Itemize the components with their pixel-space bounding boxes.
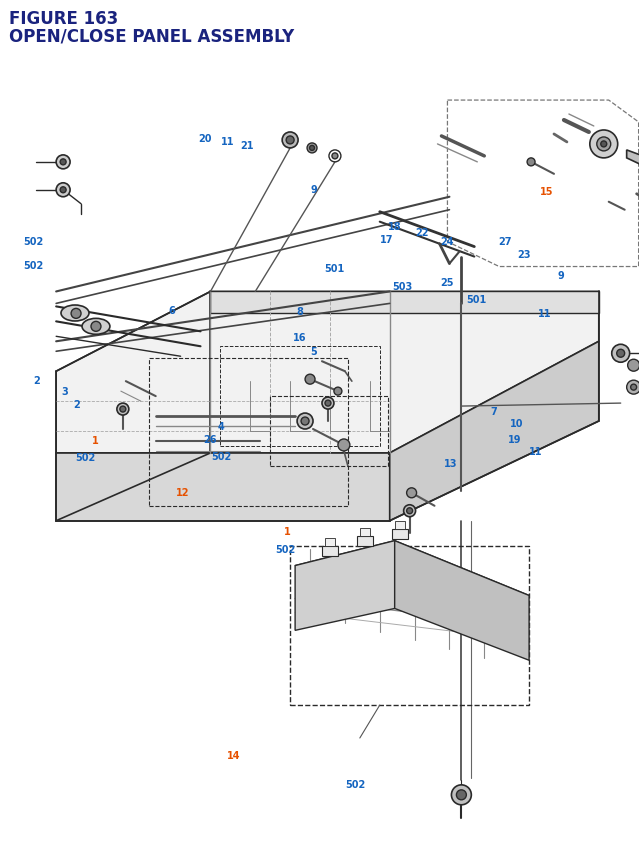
Text: 15: 15 [540, 187, 553, 197]
Text: 1: 1 [284, 527, 290, 536]
Bar [392, 529, 408, 539]
Text: 26: 26 [204, 434, 217, 444]
Circle shape [338, 439, 350, 451]
Bar [325, 538, 335, 546]
Ellipse shape [61, 306, 89, 322]
Circle shape [612, 345, 630, 362]
Circle shape [282, 133, 298, 149]
Polygon shape [390, 342, 599, 521]
Bar [395, 521, 404, 529]
Circle shape [627, 381, 640, 394]
Polygon shape [395, 541, 529, 660]
Circle shape [596, 138, 611, 152]
Polygon shape [56, 454, 390, 521]
Text: 503: 503 [393, 282, 413, 291]
Circle shape [305, 375, 315, 385]
Text: 19: 19 [508, 434, 521, 444]
Circle shape [91, 322, 101, 332]
Polygon shape [295, 541, 529, 619]
Text: 22: 22 [415, 228, 429, 238]
Circle shape [322, 398, 334, 410]
Text: 17: 17 [380, 235, 394, 245]
Circle shape [628, 360, 639, 372]
Circle shape [56, 156, 70, 170]
Text: 2: 2 [73, 400, 80, 410]
Text: 4: 4 [218, 421, 225, 431]
Text: FIGURE 163: FIGURE 163 [10, 10, 118, 28]
Circle shape [406, 508, 413, 514]
Polygon shape [627, 151, 640, 177]
Text: 16: 16 [293, 333, 307, 343]
Text: 12: 12 [176, 487, 189, 498]
Bar [357, 536, 372, 546]
Text: 10: 10 [509, 418, 523, 429]
Text: 9: 9 [557, 271, 564, 281]
Text: 502: 502 [275, 544, 295, 554]
Text: 1: 1 [92, 436, 99, 446]
Text: 20: 20 [198, 133, 212, 144]
Text: 2: 2 [33, 375, 40, 386]
Bar [220, 347, 380, 447]
Bar [360, 528, 370, 536]
Circle shape [456, 790, 467, 800]
Circle shape [617, 350, 625, 358]
Bar [148, 359, 348, 506]
Text: 502: 502 [345, 779, 365, 789]
Text: 21: 21 [240, 140, 253, 151]
Text: 501: 501 [324, 264, 344, 274]
Ellipse shape [82, 319, 110, 335]
Text: 11: 11 [221, 137, 234, 147]
Text: 8: 8 [296, 307, 303, 317]
Text: 11: 11 [538, 309, 551, 319]
Text: 24: 24 [441, 237, 454, 247]
Circle shape [527, 158, 535, 167]
Polygon shape [56, 292, 599, 454]
Circle shape [71, 309, 81, 319]
Text: 3: 3 [61, 387, 68, 397]
Circle shape [404, 505, 415, 517]
Text: 502: 502 [76, 453, 95, 463]
Text: 501: 501 [466, 295, 486, 305]
Circle shape [60, 188, 66, 194]
Circle shape [307, 144, 317, 154]
Text: 7: 7 [490, 406, 497, 417]
Text: 14: 14 [227, 750, 241, 760]
Circle shape [286, 137, 294, 145]
Text: 11: 11 [529, 447, 542, 457]
Text: 502: 502 [211, 451, 231, 461]
Bar [270, 397, 388, 467]
Circle shape [117, 404, 129, 416]
Polygon shape [295, 541, 395, 630]
Text: 27: 27 [498, 237, 511, 247]
Circle shape [60, 159, 66, 165]
Bar [290, 546, 529, 705]
Text: 502: 502 [23, 261, 44, 270]
Text: 6: 6 [169, 306, 175, 315]
Text: OPEN/CLOSE PANEL ASSEMBLY: OPEN/CLOSE PANEL ASSEMBLY [10, 28, 294, 45]
Circle shape [601, 142, 607, 148]
Circle shape [630, 385, 637, 391]
Text: 502: 502 [23, 237, 44, 247]
Circle shape [56, 183, 70, 197]
Text: 5: 5 [310, 346, 317, 356]
Circle shape [451, 785, 471, 805]
Polygon shape [211, 292, 599, 314]
Text: 25: 25 [441, 278, 454, 288]
Circle shape [590, 131, 618, 158]
Text: 13: 13 [444, 458, 458, 468]
Bar [322, 546, 338, 556]
Circle shape [325, 400, 331, 406]
Circle shape [406, 488, 417, 499]
Circle shape [301, 418, 309, 425]
Text: 9: 9 [310, 185, 317, 195]
Text: 18: 18 [388, 221, 402, 232]
Circle shape [332, 154, 338, 159]
Circle shape [310, 146, 314, 152]
Circle shape [297, 413, 313, 430]
Circle shape [334, 387, 342, 396]
Circle shape [120, 406, 126, 412]
Text: 23: 23 [517, 250, 531, 259]
